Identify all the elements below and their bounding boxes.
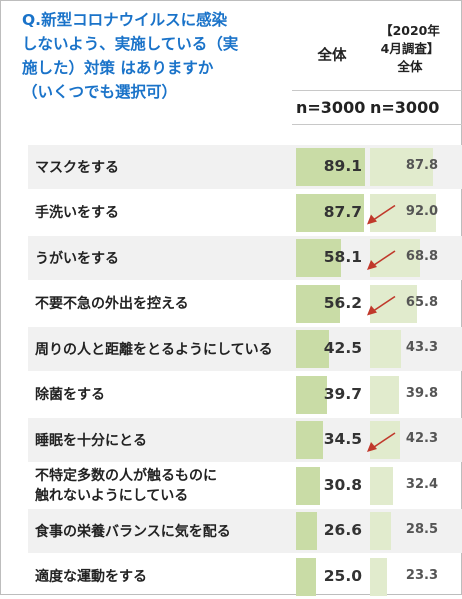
decrease-arrow-head — [367, 215, 377, 225]
decrease-arrow-head — [367, 306, 377, 316]
decrease-arrow-head — [367, 442, 377, 452]
decrease-arrow-head — [367, 260, 377, 270]
